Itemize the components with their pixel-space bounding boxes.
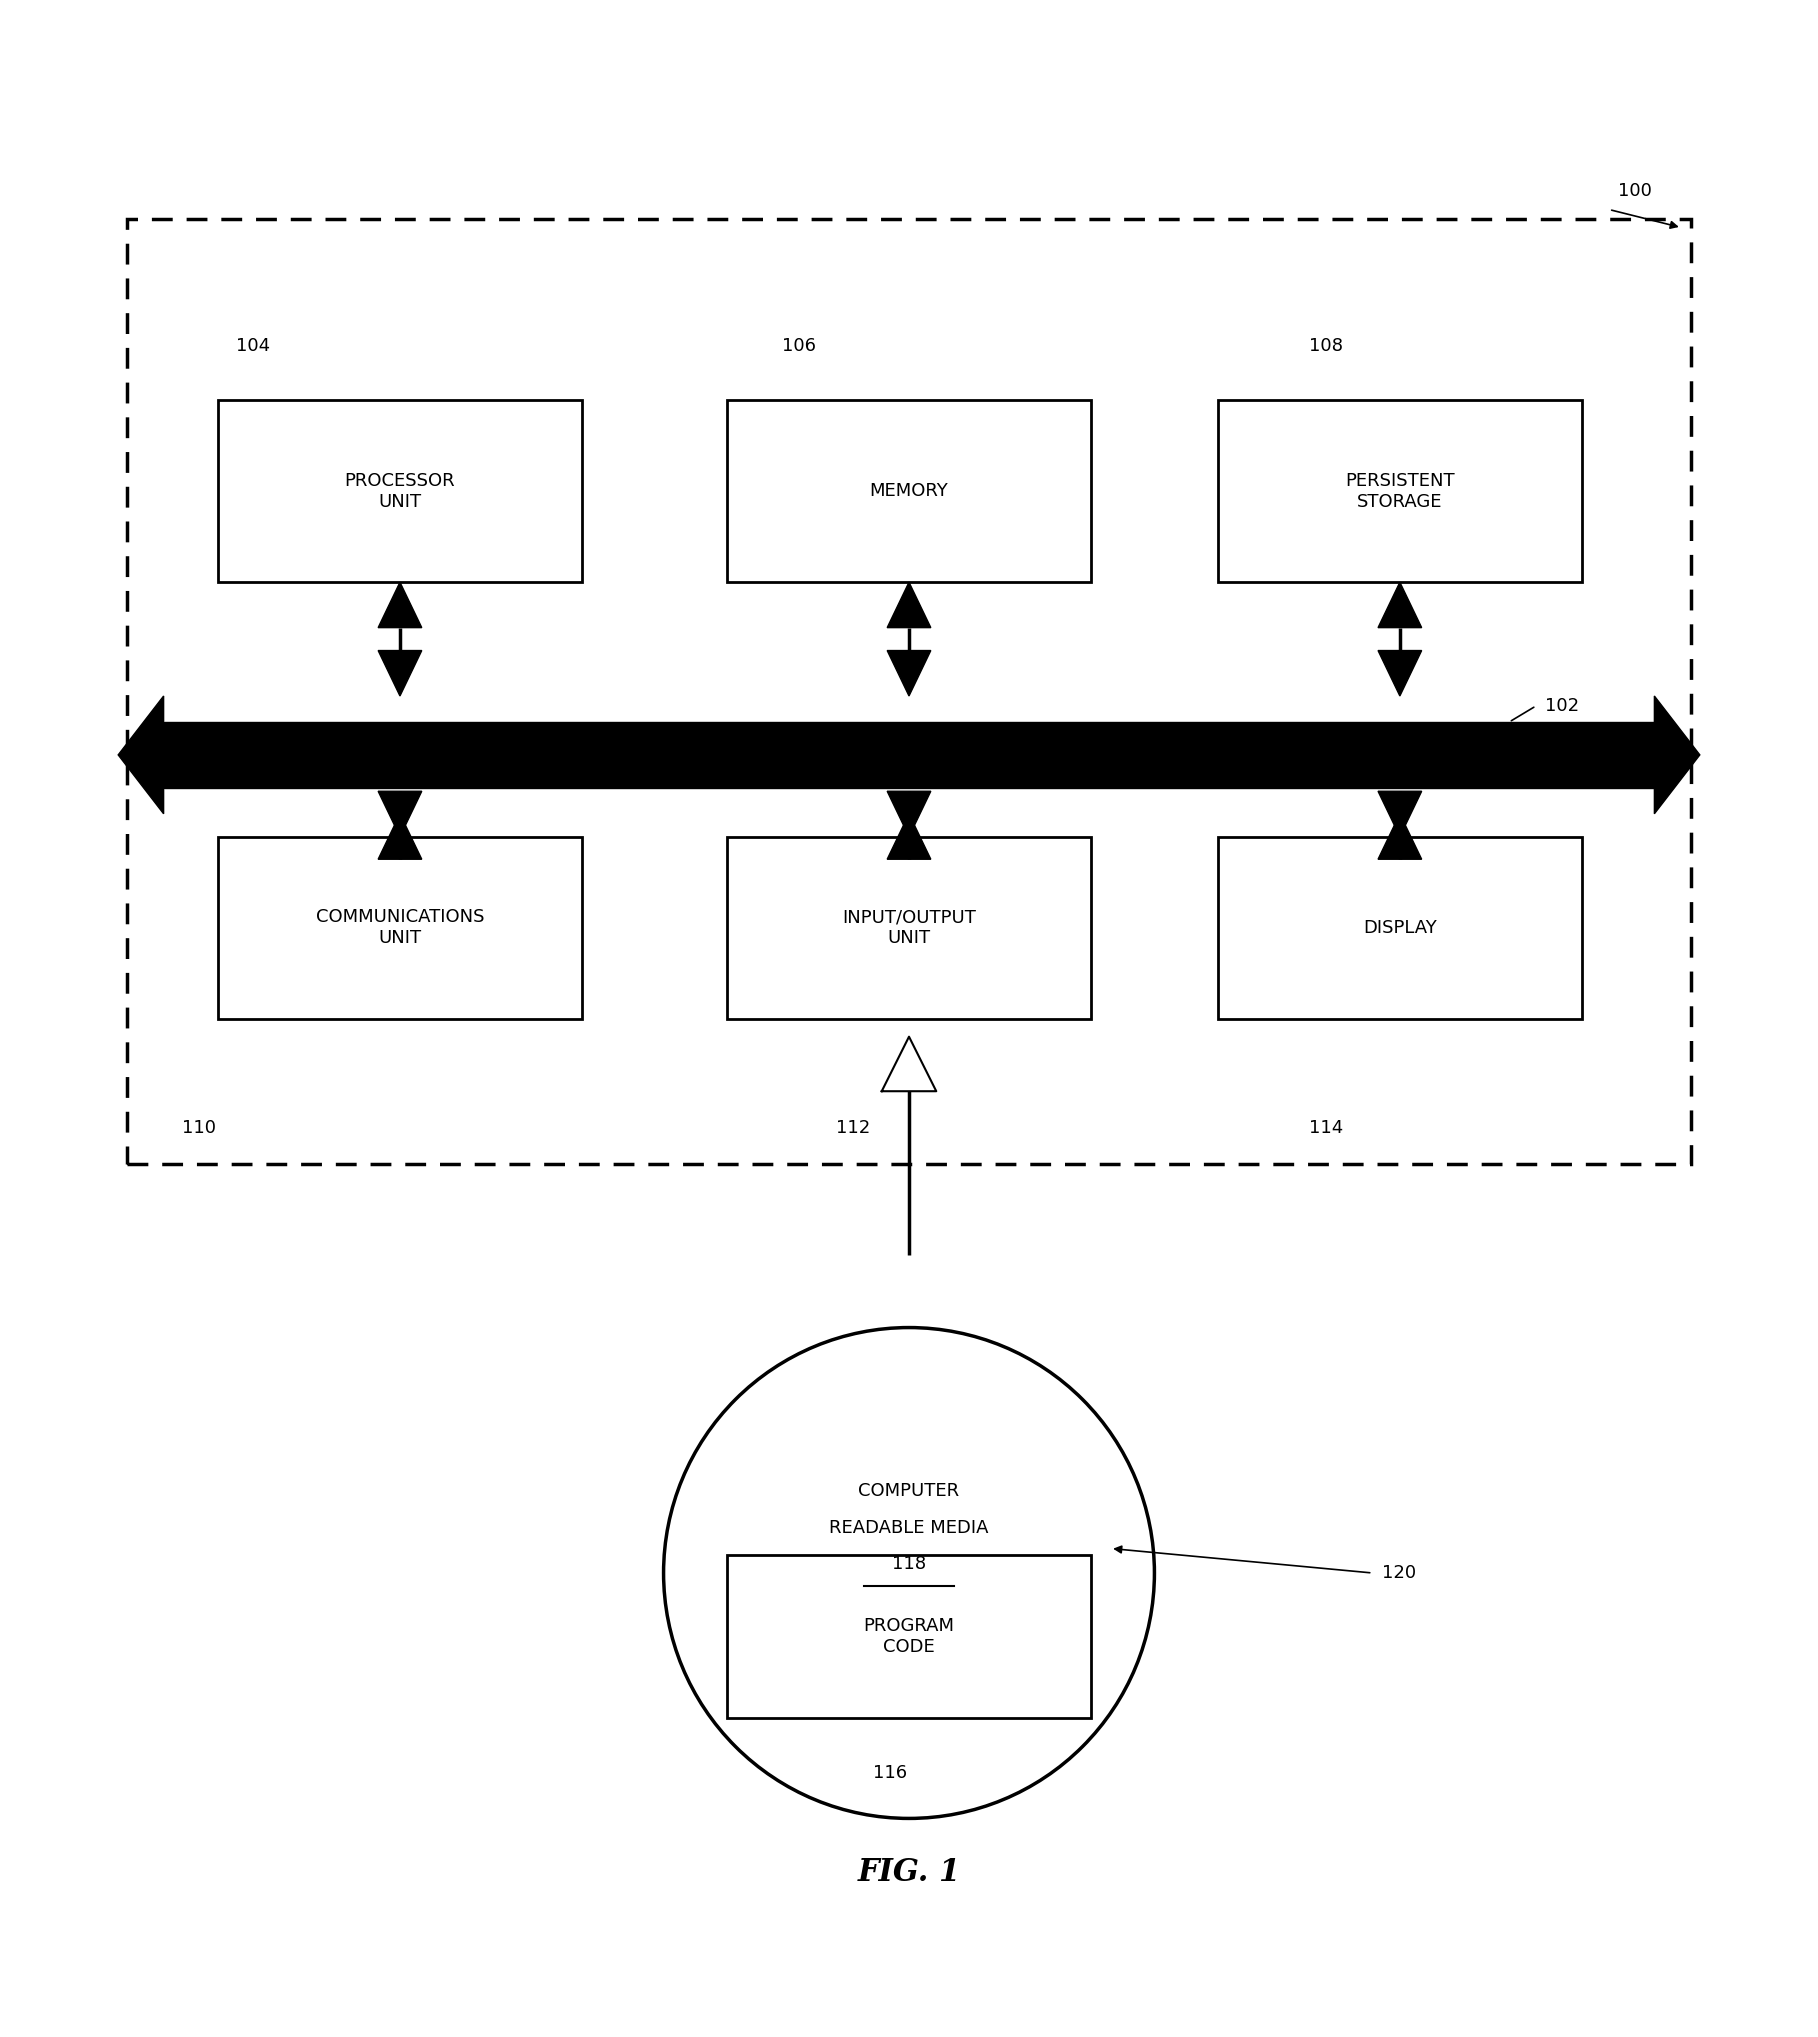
FancyBboxPatch shape [1218,401,1582,583]
Text: 100: 100 [1618,181,1653,200]
Text: COMPUTER: COMPUTER [858,1483,960,1499]
Polygon shape [378,815,422,860]
Polygon shape [887,583,931,627]
Text: 118: 118 [893,1554,925,1573]
Text: 116: 116 [873,1764,907,1782]
Text: 104: 104 [236,336,271,354]
FancyBboxPatch shape [127,218,1691,1163]
FancyBboxPatch shape [727,401,1091,583]
FancyBboxPatch shape [1218,837,1582,1018]
Polygon shape [882,1037,936,1092]
Polygon shape [378,583,422,627]
Text: COMMUNICATIONS
UNIT: COMMUNICATIONS UNIT [316,909,484,947]
Text: DISPLAY: DISPLAY [1364,919,1436,937]
Text: 110: 110 [182,1118,216,1137]
Polygon shape [887,815,931,860]
Polygon shape [118,697,164,815]
Text: MEMORY: MEMORY [869,483,949,501]
FancyBboxPatch shape [727,837,1091,1018]
Text: PROCESSOR
UNIT: PROCESSOR UNIT [345,473,454,511]
Polygon shape [378,650,422,697]
Text: PROGRAM
CODE: PROGRAM CODE [864,1617,954,1656]
FancyBboxPatch shape [218,837,582,1018]
Text: READABLE MEDIA: READABLE MEDIA [829,1518,989,1536]
FancyBboxPatch shape [218,401,582,583]
Polygon shape [887,650,931,697]
Text: FIG. 1: FIG. 1 [858,1856,960,1888]
Text: PERSISTENT
STORAGE: PERSISTENT STORAGE [1345,473,1454,511]
FancyBboxPatch shape [727,1554,1091,1719]
Polygon shape [887,790,931,837]
Text: 102: 102 [1545,697,1580,715]
Polygon shape [1378,815,1422,860]
Text: INPUT/OUTPUT
UNIT: INPUT/OUTPUT UNIT [842,909,976,947]
Polygon shape [378,790,422,837]
Text: 112: 112 [836,1118,871,1137]
Text: 106: 106 [782,336,816,354]
Polygon shape [1378,583,1422,627]
Text: 108: 108 [1309,336,1344,354]
Polygon shape [1378,790,1422,837]
Polygon shape [1378,650,1422,697]
Text: 120: 120 [1382,1564,1416,1583]
Polygon shape [1654,697,1700,815]
Text: 114: 114 [1309,1118,1344,1137]
